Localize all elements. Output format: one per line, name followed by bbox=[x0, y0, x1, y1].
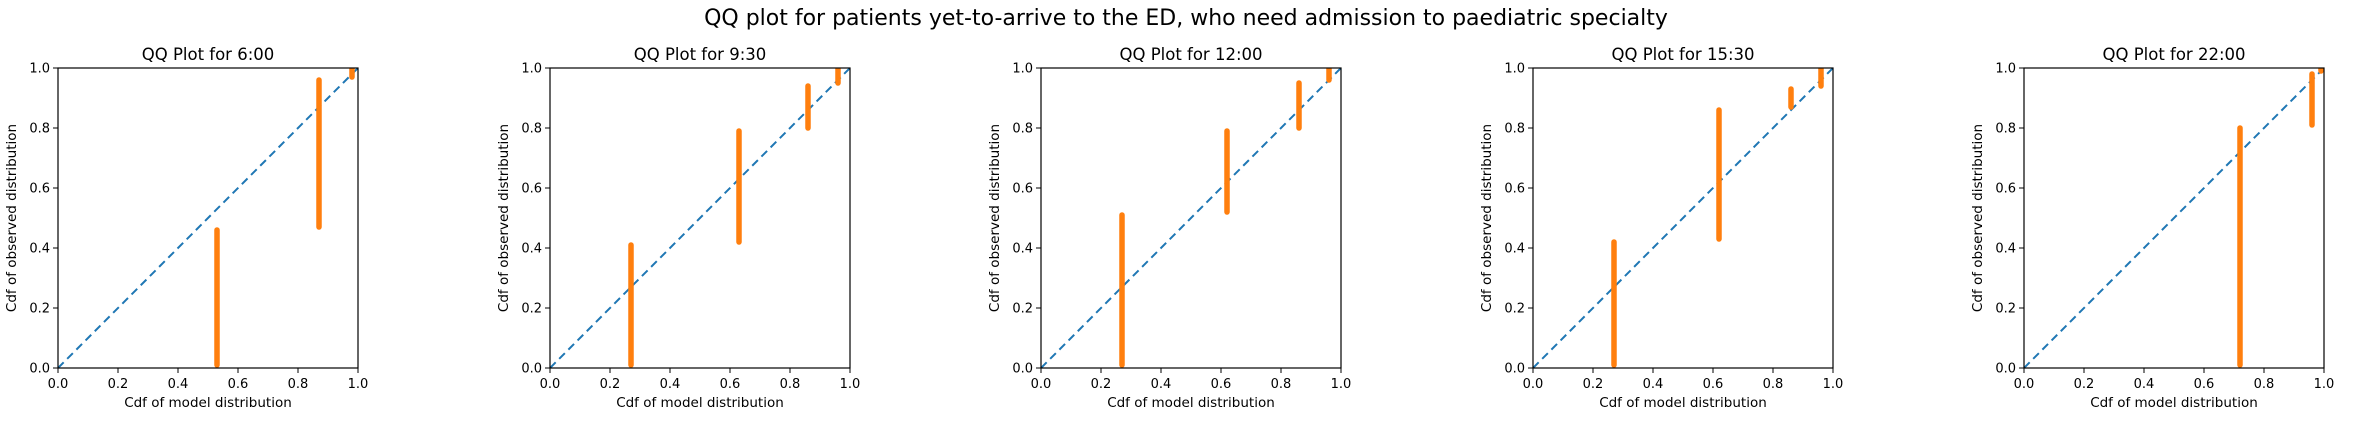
panel-4-x-tick-label-4: 0.8 bbox=[1763, 377, 1784, 392]
chart-panel-5: QQ Plot for 22:00 0.0 0.2 0.4 0.6 0.8 1.0 0.0 0.… bbox=[1970, 45, 2334, 411]
chart-panel-3: QQ Plot for 12:00 0.0 0.2 0.4 0.6 0.8 1.0 0.0 0.… bbox=[987, 45, 1351, 411]
figure-title: QQ plot for patients yet-to-arrive to th… bbox=[704, 6, 1668, 31]
panel-3-y-tick-label-1: 0.2 bbox=[1012, 302, 1033, 317]
panel-1-x-tick-label-5: 1.0 bbox=[348, 377, 369, 392]
panel-4-x-tick-label-5: 1.0 bbox=[1823, 377, 1844, 392]
panel-4-y-tick-label-5: 1.0 bbox=[1504, 62, 1525, 77]
panel-1-y-tick-label-2: 0.4 bbox=[29, 242, 50, 257]
panel-2-x-axis-label: Cdf of model distribution bbox=[616, 395, 784, 411]
panel-5-x-tick-label-1: 0.2 bbox=[2074, 377, 2095, 392]
panel-3-x-axis-label: Cdf of model distribution bbox=[1107, 395, 1275, 411]
panel-1-x-axis-label: Cdf of model distribution bbox=[124, 395, 292, 411]
panel-3-y-tick-label-4: 0.8 bbox=[1012, 122, 1033, 137]
panel-5-y-tick-label-0: 0.0 bbox=[1995, 362, 2016, 377]
panel-3-y-axis-label: Cdf of observed distribution bbox=[987, 124, 1003, 312]
panel-2-x-tick-label-2: 0.4 bbox=[660, 377, 681, 392]
panel-5-data bbox=[2024, 68, 2324, 368]
panel-4-x-axis-label: Cdf of model distribution bbox=[1599, 395, 1767, 411]
panel-4-x-tick-label-3: 0.6 bbox=[1703, 377, 1724, 392]
panel-2-title: QQ Plot for 9:30 bbox=[634, 45, 767, 64]
panel-5-y-axis-label: Cdf of observed distribution bbox=[1970, 124, 1986, 312]
panel-5-x-tick-label-2: 0.4 bbox=[2134, 377, 2155, 392]
panel-3-x-tick-label-2: 0.4 bbox=[1151, 377, 1172, 392]
panel-2-y-tick-label-3: 0.6 bbox=[521, 182, 542, 197]
panel-5-y-tick-label-4: 0.8 bbox=[1995, 122, 2016, 137]
panel-1-y-axis-label: Cdf of observed distribution bbox=[4, 124, 20, 312]
panel-3-y-tick-label-2: 0.4 bbox=[1012, 242, 1033, 257]
panel-1-x-tick-label-3: 0.6 bbox=[228, 377, 249, 392]
panel-1-reference-line bbox=[58, 68, 358, 368]
panel-2-y-tick-label-4: 0.8 bbox=[521, 122, 542, 137]
panel-2-y-axis-label: Cdf of observed distribution bbox=[496, 124, 512, 312]
panel-2-x-tick-label-3: 0.6 bbox=[720, 377, 741, 392]
panel-3-reference-line bbox=[1041, 68, 1341, 368]
panel-4-axes-frame bbox=[1532, 67, 1834, 369]
panel-1-x-tick-label-2: 0.4 bbox=[168, 377, 189, 392]
panel-3-x-tick-label-5: 1.0 bbox=[1331, 377, 1352, 392]
panel-5-x-tick-label-5: 1.0 bbox=[2314, 377, 2335, 392]
panel-5-axes-frame bbox=[2023, 67, 2325, 369]
panel-2-data bbox=[550, 68, 850, 368]
panel-3-y-tick-label-3: 0.6 bbox=[1012, 182, 1033, 197]
panel-3-x-tick-label-0: 0.0 bbox=[1031, 377, 1052, 392]
panel-1-x-tick-label-0: 0.0 bbox=[48, 377, 69, 392]
panel-5-y-tick-label-5: 1.0 bbox=[1995, 62, 2016, 77]
panel-3-x-tick-label-1: 0.2 bbox=[1091, 377, 1112, 392]
panel-3-data bbox=[1041, 68, 1341, 368]
panel-3-title: QQ Plot for 12:00 bbox=[1119, 45, 1262, 64]
panel-3-y-tick-label-0: 0.0 bbox=[1012, 362, 1033, 377]
panel-2-reference-line bbox=[550, 68, 850, 368]
panel-2-x-tick-label-5: 1.0 bbox=[840, 377, 861, 392]
panel-2-x-tick-label-1: 0.2 bbox=[600, 377, 621, 392]
panel-4-reference-line bbox=[1533, 68, 1833, 368]
panel-5-reference-line bbox=[2024, 68, 2324, 368]
panel-5-y-tick-label-3: 0.6 bbox=[1995, 182, 2016, 197]
panel-1-y-tick-label-3: 0.6 bbox=[29, 182, 50, 197]
chart-panels: QQ Plot for 6:00 0.0 0.2 0.4 0.6 0.8 1.0 0.0 0.2… bbox=[4, 45, 2334, 411]
panel-2-x-tick-label-0: 0.0 bbox=[540, 377, 561, 392]
panel-1-x-tick-label-4: 0.8 bbox=[288, 377, 309, 392]
panel-5-x-tick-label-4: 0.8 bbox=[2254, 377, 2275, 392]
panel-4-x-tick-label-0: 0.0 bbox=[1523, 377, 1544, 392]
panel-4-data bbox=[1533, 68, 1833, 368]
panel-1-axes-frame bbox=[57, 67, 359, 369]
panel-5-x-tick-label-3: 0.6 bbox=[2194, 377, 2215, 392]
chart-panel-1: QQ Plot for 6:00 0.0 0.2 0.4 0.6 0.8 1.0 0.0 0.2… bbox=[4, 45, 368, 411]
panel-1-y-tick-label-5: 1.0 bbox=[29, 62, 50, 77]
panel-4-y-tick-label-3: 0.6 bbox=[1504, 182, 1525, 197]
panel-4-title: QQ Plot for 15:30 bbox=[1611, 45, 1754, 64]
panel-3-x-tick-label-3: 0.6 bbox=[1211, 377, 1232, 392]
panel-4-y-tick-label-2: 0.4 bbox=[1504, 242, 1525, 257]
panel-4-x-tick-label-1: 0.2 bbox=[1583, 377, 1604, 392]
panel-2-x-tick-label-4: 0.8 bbox=[780, 377, 801, 392]
panel-4-y-tick-label-4: 0.8 bbox=[1504, 122, 1525, 137]
panel-1-data bbox=[58, 68, 358, 368]
panel-1-x-tick-label-1: 0.2 bbox=[108, 377, 129, 392]
panel-4-y-tick-label-1: 0.2 bbox=[1504, 302, 1525, 317]
panel-2-y-tick-label-0: 0.0 bbox=[521, 362, 542, 377]
panel-5-y-tick-label-2: 0.4 bbox=[1995, 242, 2016, 257]
panel-2-y-tick-label-2: 0.4 bbox=[521, 242, 542, 257]
chart-panel-2: QQ Plot for 9:30 0.0 0.2 0.4 0.6 0.8 1.0 0.0 0.2… bbox=[496, 45, 860, 411]
panel-2-y-tick-label-5: 1.0 bbox=[521, 62, 542, 77]
panel-2-y-tick-label-1: 0.2 bbox=[521, 302, 542, 317]
panel-5-title: QQ Plot for 22:00 bbox=[2102, 45, 2245, 64]
panel-1-y-tick-label-0: 0.0 bbox=[29, 362, 50, 377]
panel-5-y-tick-label-1: 0.2 bbox=[1995, 302, 2016, 317]
panel-4-y-tick-label-0: 0.0 bbox=[1504, 362, 1525, 377]
panel-1-y-tick-label-1: 0.2 bbox=[29, 302, 50, 317]
panel-4-y-axis-label: Cdf of observed distribution bbox=[1479, 124, 1495, 312]
panel-2-axes-frame bbox=[549, 67, 851, 369]
panel-5-x-tick-label-0: 0.0 bbox=[2014, 377, 2035, 392]
panel-3-axes-frame bbox=[1040, 67, 1342, 369]
panel-3-x-tick-label-4: 0.8 bbox=[1271, 377, 1292, 392]
panel-3-y-tick-label-5: 1.0 bbox=[1012, 62, 1033, 77]
panel-1-y-tick-label-4: 0.8 bbox=[29, 122, 50, 137]
panel-4-x-tick-label-2: 0.4 bbox=[1643, 377, 1664, 392]
panel-5-x-axis-label: Cdf of model distribution bbox=[2090, 395, 2258, 411]
chart-panel-4: QQ Plot for 15:30 0.0 0.2 0.4 0.6 0.8 1.0 0.0 0.… bbox=[1479, 45, 1843, 411]
panel-1-title: QQ Plot for 6:00 bbox=[142, 45, 275, 64]
